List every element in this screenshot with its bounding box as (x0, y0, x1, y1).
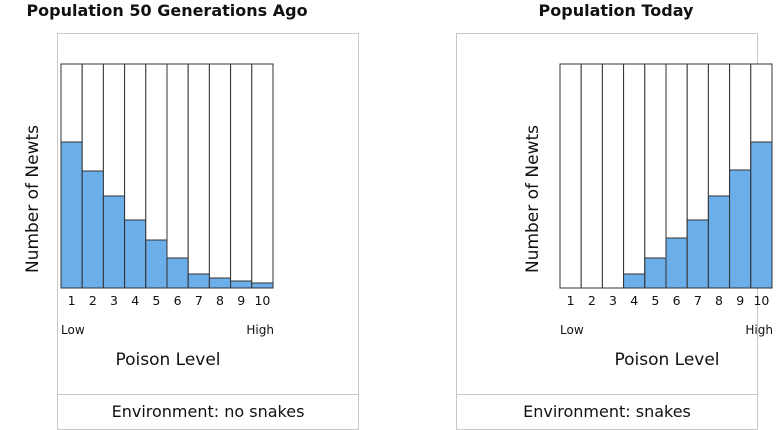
x-tick-label: 5 (651, 293, 659, 308)
x-tick-label: 9 (736, 293, 744, 308)
bar (166, 257, 189, 289)
bar-slot (644, 63, 667, 289)
bar-slot (230, 63, 253, 289)
y-axis-label: Number of Newts (523, 125, 543, 273)
bar (623, 273, 646, 289)
x-tick-label: 1 (68, 293, 76, 308)
x-tick-label: 3 (110, 293, 118, 308)
environment-caption: Environment: no snakes (111, 402, 305, 421)
bar (187, 273, 210, 289)
plot-area: 1 2 3 4 5 6 7 8 9 10 (60, 63, 274, 308)
footer-divider (58, 394, 358, 395)
y-axis-label: Number of Newts (23, 125, 43, 273)
low-label: Low (61, 323, 85, 337)
high-label: High (246, 323, 274, 337)
bar-chart: Number of Newts 1 2 3 4 5 6 7 8 9 10 Low High Poi… (23, 63, 274, 370)
bar (60, 141, 83, 289)
bar (707, 195, 731, 289)
x-tick-label: 3 (609, 293, 617, 308)
x-tick-label: 8 (715, 293, 723, 308)
x-tick-label: 7 (195, 293, 203, 308)
bar (644, 257, 667, 289)
x-axis-label: Poison Level (115, 350, 220, 370)
environment-caption: Environment: snakes (523, 402, 691, 421)
bar-slot (580, 63, 603, 289)
x-tick-label: 4 (630, 293, 638, 308)
plot-area: 1 2 3 4 5 6 7 8 9 10 (559, 63, 773, 308)
x-axis-label: Poison Level (614, 350, 719, 370)
bar (665, 237, 688, 289)
bar (750, 141, 773, 289)
bar (208, 277, 232, 289)
chart-title: Population 50 Generations Ago (26, 1, 308, 20)
bar-slot (251, 63, 274, 289)
bar-slot (623, 63, 646, 289)
bar (251, 282, 274, 289)
bar-slot (187, 63, 210, 289)
bar-slot (601, 63, 625, 289)
x-tick-label: 1 (567, 293, 575, 308)
bar (686, 219, 709, 289)
x-tick-label: 5 (152, 293, 160, 308)
x-tick-label: 8 (216, 293, 224, 308)
x-tick-label: 7 (694, 293, 702, 308)
x-tick-label: 2 (588, 293, 596, 308)
bar-slot (559, 63, 582, 289)
footer-divider (457, 394, 757, 395)
x-tick-label: 2 (89, 293, 97, 308)
bar (124, 219, 147, 289)
bar (145, 239, 168, 289)
x-tick-label: 6 (174, 293, 182, 308)
x-tick-label: 9 (237, 293, 245, 308)
bar-slot (208, 63, 232, 289)
chart-frame: Number of Newts 1 2 3 4 5 6 7 8 9 10 Low High Poi… (456, 33, 773, 430)
bar-slot (166, 63, 189, 289)
bar (102, 195, 126, 289)
chart-title: Population Today (538, 1, 694, 20)
chart-frame: Number of Newts 1 2 3 4 5 6 7 8 9 10 Low High Poi… (23, 33, 359, 430)
bar-chart: Number of Newts 1 2 3 4 5 6 7 8 9 10 Low High Poi… (523, 63, 773, 370)
x-tick-label: 10 (254, 293, 270, 308)
high-label: High (745, 323, 773, 337)
bar (230, 280, 253, 289)
x-tick-label: 10 (753, 293, 769, 308)
bar (729, 169, 752, 289)
x-tick-label: 6 (673, 293, 681, 308)
low-label: Low (560, 323, 584, 337)
x-tick-label: 4 (131, 293, 139, 308)
bar (81, 170, 104, 289)
chart-panel-past: Population 50 Generations Ago Number of … (23, 0, 359, 430)
